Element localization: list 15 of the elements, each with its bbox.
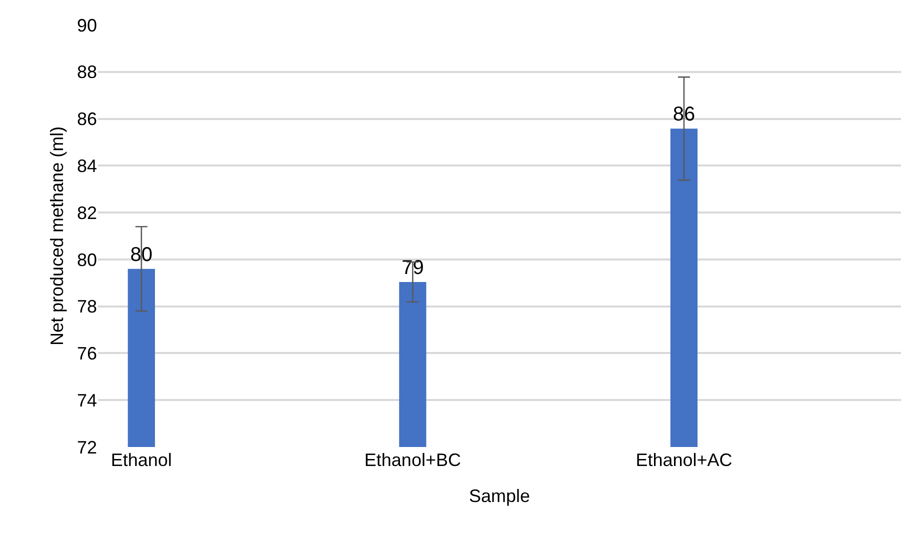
y-tick-label: 86 <box>76 109 97 130</box>
y-tick-label: 82 <box>76 202 97 223</box>
y-tick-label: 74 <box>76 390 97 410</box>
y-tick-label: 90 <box>76 15 97 36</box>
y-tick-label: 84 <box>76 156 97 176</box>
y-tick-label: 76 <box>76 344 97 364</box>
y-tick-label: 72 <box>76 437 97 458</box>
y-tick-label: 88 <box>76 62 97 82</box>
x-tick-label: Ethanol <box>110 450 172 470</box>
x-axis-title: Sample <box>468 486 530 506</box>
y-axis-title: Net produced methane (ml) <box>47 126 68 346</box>
y-tick-label: 78 <box>76 296 97 317</box>
y-tick-label: 80 <box>76 250 97 270</box>
x-tick-label: Ethanol+BC <box>364 450 461 470</box>
x-tick-label: Ethanol+AC <box>636 450 732 470</box>
